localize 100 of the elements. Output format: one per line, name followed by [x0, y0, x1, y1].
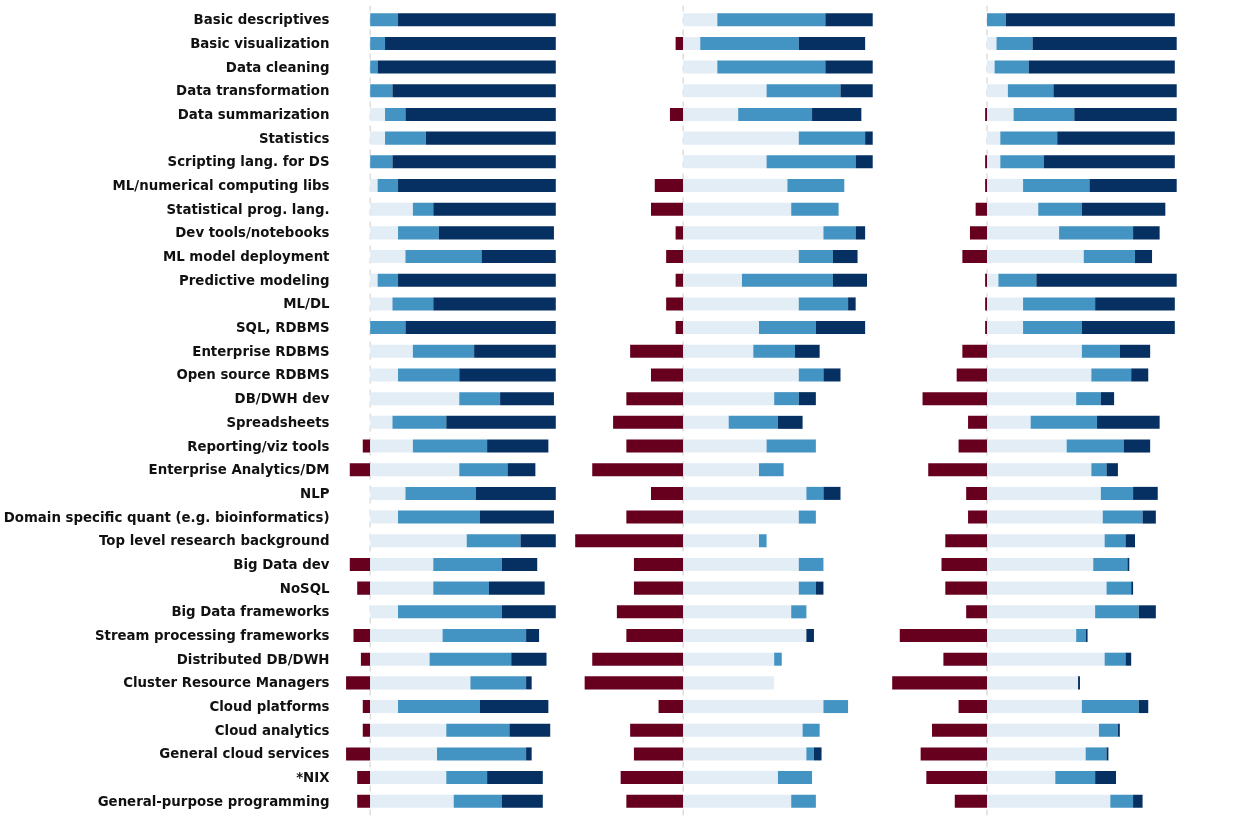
bar [987, 155, 1001, 169]
bar [1095, 605, 1139, 619]
bar [370, 534, 467, 548]
bar [823, 486, 841, 500]
bar [987, 605, 1096, 619]
bar [370, 557, 434, 571]
bar [1104, 534, 1126, 548]
bar [1110, 794, 1134, 808]
bar [683, 250, 799, 264]
bar [777, 771, 813, 785]
bar [459, 368, 556, 382]
bar [1091, 463, 1107, 477]
bar [1059, 226, 1134, 240]
bar [1123, 439, 1151, 453]
bar [683, 605, 792, 619]
y-tick-label: NLP [300, 485, 330, 501]
bar [1007, 84, 1054, 98]
bar [987, 534, 1105, 548]
bar [683, 628, 807, 643]
bar [1066, 439, 1124, 453]
bar [1074, 107, 1177, 121]
bar [683, 747, 807, 761]
bar [987, 723, 1099, 737]
bar [675, 226, 684, 240]
bar [987, 463, 1092, 477]
bar [840, 84, 873, 98]
bar [349, 463, 371, 477]
bar [370, 581, 434, 595]
bar [1134, 250, 1153, 264]
bar [855, 155, 873, 169]
bar [987, 13, 1006, 27]
y-tick-label: ML model deployment [162, 249, 331, 265]
bar [683, 534, 760, 548]
bar [487, 439, 549, 453]
bar [683, 36, 701, 50]
y-tick-label: Domain specific quant (e.g. bioinformatics) [3, 509, 330, 525]
bar [815, 321, 866, 335]
bar [683, 155, 767, 169]
bar [370, 628, 443, 643]
bar [954, 794, 988, 808]
bar [987, 676, 1079, 690]
bar [802, 723, 820, 737]
bar [392, 415, 447, 429]
bar [1142, 510, 1156, 524]
bar [370, 510, 399, 524]
bar [1106, 463, 1118, 477]
y-tick-label: ML/DL [283, 296, 331, 312]
bar [398, 13, 556, 27]
y-tick-label: Data transformation [176, 83, 330, 99]
bar [962, 344, 988, 358]
bar [1013, 107, 1075, 121]
bar [398, 178, 556, 193]
bar [987, 510, 1103, 524]
bar [675, 321, 684, 335]
bar [683, 771, 778, 785]
bar [584, 676, 684, 690]
bar [717, 60, 826, 74]
bar [1100, 486, 1134, 500]
bar [813, 747, 822, 761]
bar [1138, 605, 1156, 619]
bar [848, 297, 856, 311]
bar [998, 273, 1037, 287]
bar [346, 676, 371, 690]
y-tick-label: Cloud platforms [209, 699, 330, 715]
y-tick-label: Enterprise Analytics/DM [148, 462, 330, 478]
bar [683, 557, 799, 571]
bar [370, 747, 438, 761]
bar [412, 439, 488, 453]
bar [433, 557, 502, 571]
bar [1102, 510, 1143, 524]
bar [666, 250, 684, 264]
bar [787, 178, 845, 193]
bar [987, 107, 1014, 121]
bar [370, 463, 460, 477]
bar [987, 415, 1031, 429]
bar [370, 771, 447, 785]
bar [683, 13, 718, 27]
bar [774, 652, 782, 666]
bar [987, 771, 1056, 785]
bar [791, 605, 807, 619]
bar [945, 534, 988, 548]
bar [1089, 178, 1177, 193]
bar [987, 794, 1111, 808]
bar [1095, 297, 1175, 311]
bar [683, 321, 760, 335]
bar [753, 344, 796, 358]
bar [683, 392, 775, 406]
bar [683, 439, 767, 453]
bar [798, 368, 824, 382]
bar [370, 368, 399, 382]
bar [370, 202, 413, 216]
y-tick-label: Top level research background [99, 533, 330, 549]
bar [987, 60, 995, 74]
bar [798, 297, 849, 311]
bar [1028, 60, 1175, 74]
bar [446, 723, 510, 737]
bar [360, 652, 371, 666]
bar [353, 628, 371, 643]
bar [398, 510, 480, 524]
bar [501, 605, 556, 619]
